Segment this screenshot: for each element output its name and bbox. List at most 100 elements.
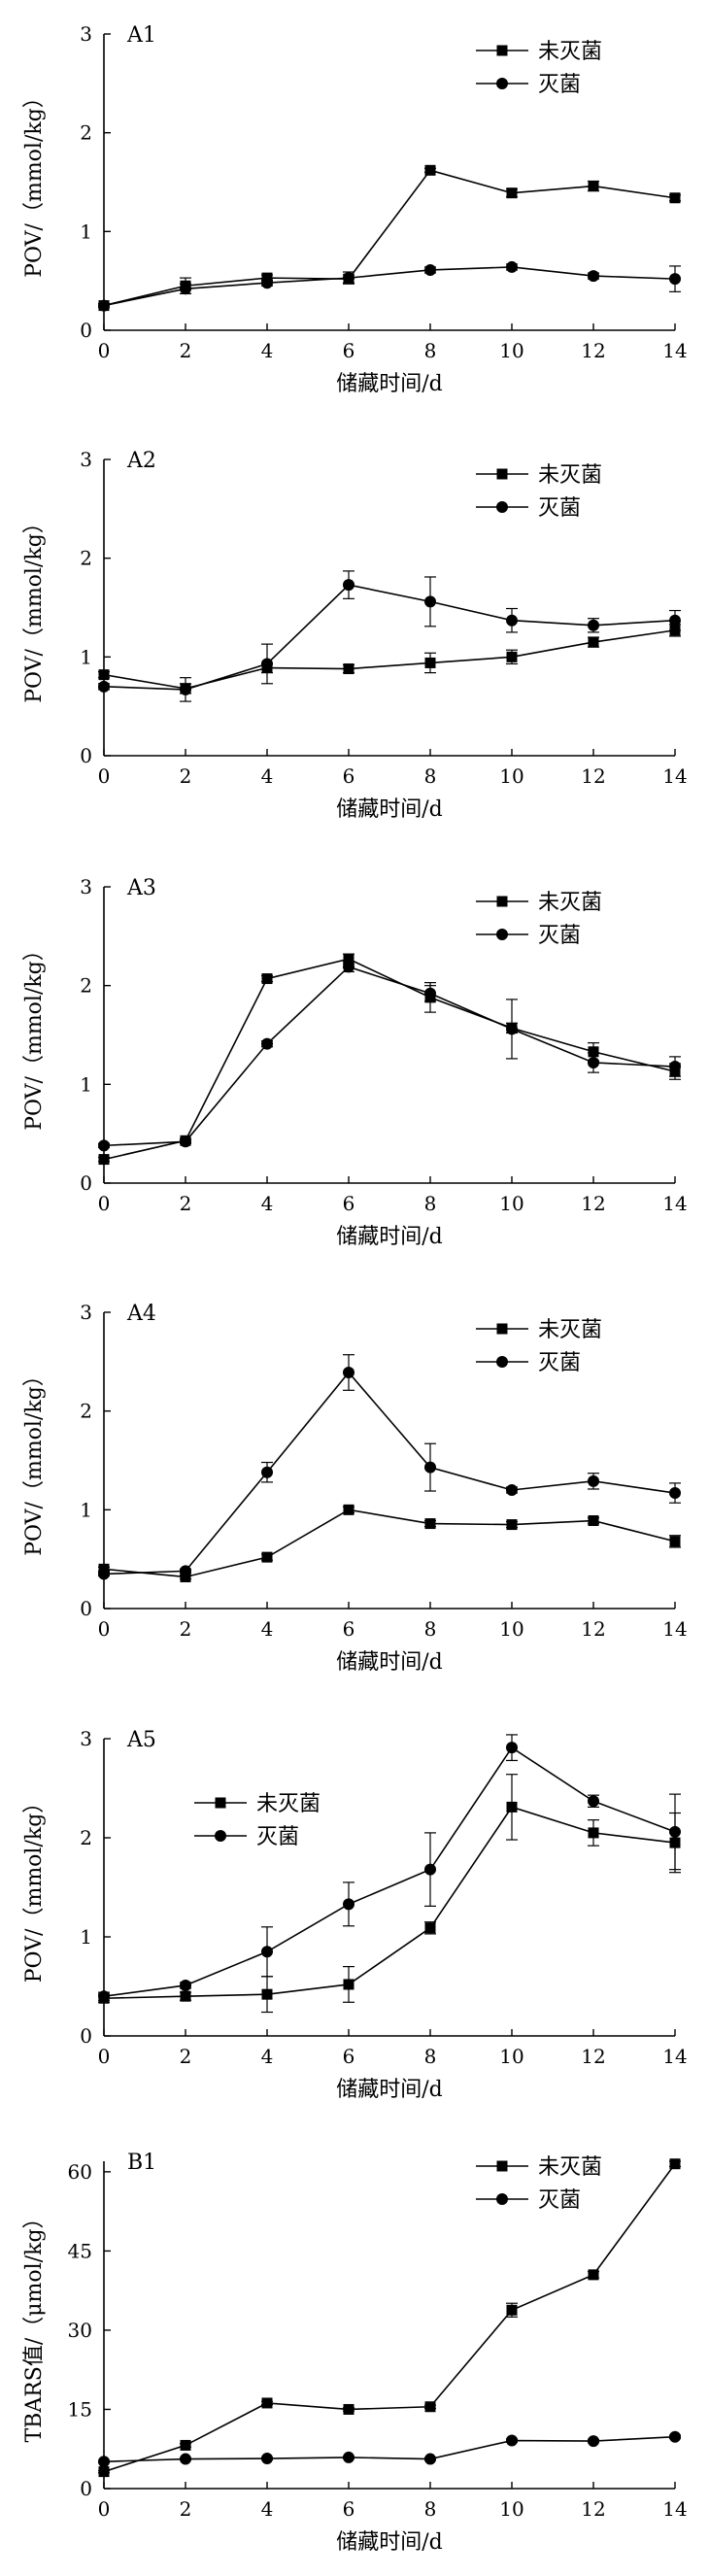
legend-label: 未灭菌	[256, 1792, 321, 1816]
legend-label: 灭菌	[538, 496, 581, 521]
x-tick-label: 6	[343, 1617, 355, 1641]
x-tick-label: 2	[180, 339, 192, 362]
legend-label: 未灭菌	[538, 891, 602, 915]
series-unsterilized: 未灭菌	[98, 1774, 681, 2014]
legend-label: 灭菌	[538, 73, 581, 97]
panel-label: A2	[126, 449, 156, 473]
x-tick-label: 4	[261, 2045, 274, 2068]
y-axis-label: POV/（mmol/kg）	[22, 512, 47, 703]
x-tick-label: 12	[581, 339, 605, 362]
y-tick-label: 0	[80, 744, 92, 767]
data-point	[506, 1023, 518, 1035]
legend-label: 灭菌	[538, 1351, 581, 1375]
x-tick-label: 0	[98, 1617, 111, 1641]
data-point	[343, 1504, 354, 1515]
y-axis-label: TBARS值/（μmol/kg）	[22, 2207, 47, 2442]
data-point	[588, 1046, 599, 1058]
legend-marker	[496, 78, 508, 89]
data-point	[506, 2434, 518, 2447]
x-tick-label: 14	[662, 764, 687, 788]
x-tick-label: 10	[499, 1617, 523, 1641]
x-tick-label: 0	[98, 2497, 111, 2521]
chart-panel-b1: 0 2 4 6 8 10 12 14 0 15 30 45 60 储藏时间/d TBARS值/（μmol/k…	[22, 2151, 688, 2555]
x-axis-label: 储藏时间/d	[336, 2530, 443, 2555]
series-line	[103, 1371, 676, 1576]
series-line	[103, 266, 676, 307]
panel-label: A4	[126, 1302, 156, 1326]
data-point	[98, 680, 110, 693]
series-unsterilized: 未灭菌	[98, 1318, 681, 1582]
legend-marker	[496, 1323, 508, 1335]
data-point	[261, 1466, 273, 1478]
data-point	[588, 2435, 599, 2448]
x-tick-label: 2	[180, 764, 192, 788]
data-point	[669, 1825, 681, 1838]
x-tick-label: 4	[261, 339, 274, 362]
panel-label: A1	[126, 23, 156, 48]
data-point	[424, 164, 436, 176]
x-tick-label: 8	[424, 1192, 437, 1215]
y-tick-label: 1	[80, 220, 92, 243]
x-tick-label: 2	[180, 2045, 192, 2068]
y-tick-label: 0	[80, 2024, 92, 2048]
data-point	[588, 1795, 599, 1808]
x-axis-label: 储藏时间/d	[336, 797, 443, 822]
data-point	[261, 973, 273, 985]
legend-marker	[215, 1797, 226, 1809]
y-tick-label: 0	[80, 2477, 92, 2500]
legend-label: 灭菌	[256, 1825, 299, 1849]
chart-panel-a2: 0 2 4 6 8 10 12 140123储藏时间/dPOV/（mmol/kg）A2未灭菌灭…	[22, 448, 688, 822]
x-tick-label: 2	[180, 1192, 192, 1215]
series-line	[103, 966, 676, 1147]
data-point	[180, 2439, 191, 2451]
x-tick-label: 14	[662, 2045, 687, 2068]
chart-panel-a1: 0 2 4 6 8 10 12 140123储藏时间/dPOV/（mmol/kg）A1未灭菌灭…	[22, 22, 688, 396]
panel-label: A3	[126, 876, 156, 900]
y-tick-label: 3	[80, 875, 92, 898]
series-line	[103, 1508, 676, 1578]
data-point	[98, 2466, 110, 2478]
data-point	[506, 187, 518, 199]
y-tick-label: 1	[80, 1925, 92, 1949]
data-point	[261, 1988, 273, 2000]
data-point	[261, 658, 273, 670]
series-line	[103, 1746, 676, 1997]
data-point	[669, 273, 681, 286]
data-point	[98, 1139, 110, 1152]
y-tick-label: 3	[80, 1301, 92, 1324]
data-point	[343, 953, 354, 965]
x-tick-label: 4	[261, 764, 274, 788]
legend-marker	[496, 468, 508, 480]
x-tick-label: 2	[180, 2497, 192, 2521]
y-tick-label: 1	[80, 1072, 92, 1096]
y-axis-label: POV/（mmol/kg）	[22, 86, 47, 278]
legend-label: 未灭菌	[538, 463, 602, 488]
legend-marker	[496, 2160, 508, 2172]
series-line	[103, 958, 676, 1161]
data-point	[506, 651, 518, 662]
data-point	[343, 2403, 354, 2415]
x-tick-label: 6	[343, 764, 355, 788]
data-point	[98, 2456, 110, 2468]
series-sterilized: 灭菌	[98, 1734, 681, 2003]
x-tick-label: 8	[424, 2045, 437, 2068]
data-point	[506, 1519, 518, 1531]
data-point	[424, 657, 436, 668]
y-tick-label: 0	[80, 1597, 92, 1620]
data-point	[588, 270, 599, 283]
data-point	[669, 2430, 681, 2443]
data-point	[343, 2451, 354, 2463]
x-tick-label: 8	[424, 1617, 437, 1641]
y-tick-label: 1	[80, 1498, 92, 1521]
data-point	[506, 1484, 518, 1496]
data-point	[261, 2453, 273, 2465]
data-point	[180, 683, 191, 695]
x-tick-label: 14	[662, 1192, 687, 1215]
y-tick-label: 0	[80, 319, 92, 342]
legend-marker	[496, 45, 508, 56]
data-point	[424, 1922, 436, 1934]
y-axis-label: POV/（mmol/kg）	[22, 939, 47, 1131]
data-point	[588, 1827, 599, 1839]
y-axis-label: POV/（mmol/kg）	[22, 1792, 47, 1983]
